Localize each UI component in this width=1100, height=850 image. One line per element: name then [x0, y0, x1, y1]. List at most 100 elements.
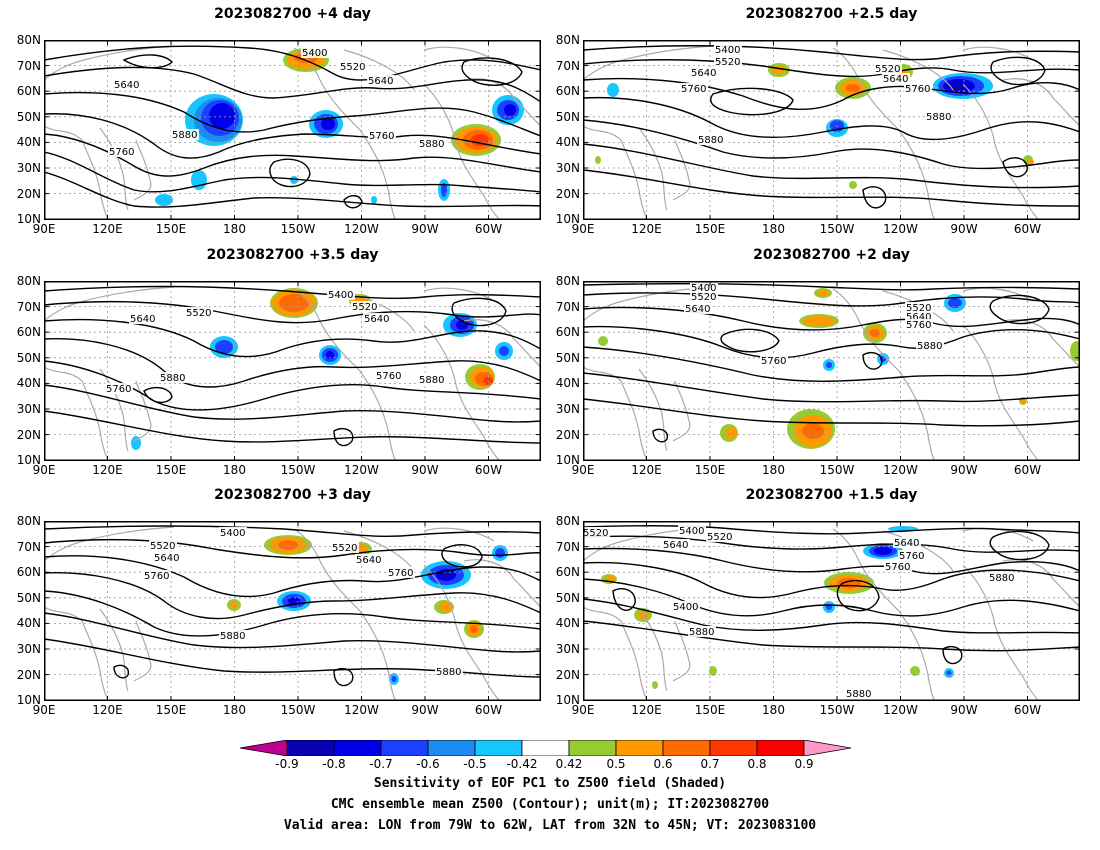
z500-contour [343, 195, 363, 209]
colorbar-swatch [568, 740, 617, 756]
sensitivity-shade [441, 572, 451, 578]
coastline [99, 368, 129, 452]
lat-tick-label: 30N [16, 402, 41, 416]
sensitivity-shade [321, 118, 335, 130]
z500-contour [333, 427, 354, 447]
lon-tick-label: 150W [819, 222, 855, 236]
lon-tick-label: 90W [950, 703, 978, 717]
sensitivity-shade [155, 194, 173, 206]
lon-tick-label: 120E [631, 222, 662, 236]
lon-tick-label: 90W [950, 463, 978, 477]
z500-contour [44, 91, 541, 137]
contour-label: 5880 [419, 375, 444, 386]
contour-label: 5520 [340, 62, 365, 73]
coastline [293, 528, 397, 701]
lon-tick-label: 180 [223, 222, 246, 236]
coastline [638, 127, 668, 211]
colorbar-swatch [474, 740, 523, 756]
panel-title: 2023082700 +1.5 day [745, 487, 918, 503]
sensitivity-shade [470, 625, 478, 633]
caption-line-3: Valid area: LON from 79W to 62W, LAT fro… [283, 818, 817, 833]
z500-contour [44, 151, 541, 193]
z500-contour [583, 547, 1080, 575]
coastline [583, 45, 714, 81]
sensitivity-shade [278, 540, 298, 550]
sensitivity-shade [209, 103, 235, 129]
z500-contour [44, 338, 541, 388]
lat-tick-label: 40N [555, 135, 580, 150]
coastline [99, 127, 129, 211]
coastline [423, 564, 501, 701]
contour-label: 5760 [144, 571, 169, 582]
sensitivity-shade [131, 436, 141, 450]
sensitivity-shade [606, 576, 616, 582]
z500-contour [583, 561, 1080, 599]
lat-tick-label: 20N [16, 186, 41, 201]
lat-tick-label: 10N [555, 212, 580, 227]
z500-contour [583, 292, 1080, 307]
sensitivity-shade [595, 156, 601, 164]
lon-tick-label: 90E [32, 463, 56, 477]
lon-tick-label: 90W [411, 222, 439, 236]
sensitivity-shade [846, 84, 860, 92]
sensitivity-shade [326, 351, 334, 359]
z500-contour [583, 45, 1080, 61]
coastline [44, 366, 109, 461]
map-frame [44, 40, 541, 220]
coastline [962, 324, 1040, 461]
lat-tick-label: 80N [16, 514, 41, 528]
lon-tick-label: 90W [411, 703, 439, 717]
z500-contour [44, 66, 541, 103]
z500-contour [44, 525, 541, 538]
lon-tick-label: 60W [1013, 463, 1042, 477]
sensitivity-shade [598, 336, 608, 346]
z500-contour [836, 579, 880, 612]
coastline [44, 45, 175, 81]
contour-label: 5640 [685, 304, 710, 315]
contour-label: 5640 [883, 74, 908, 85]
colorbar-label: 0.6 [653, 757, 673, 771]
lat-tick-label: 20N [555, 667, 580, 682]
coastline [1002, 78, 1080, 127]
map-frame [583, 521, 1080, 701]
sensitivity-shade [652, 681, 658, 689]
lat-tick-label: 20N [555, 427, 580, 442]
sensitivity-shade [1070, 341, 1080, 361]
contour-label: 5520 [707, 532, 732, 543]
z500-contour [44, 171, 541, 208]
contour-label: 5400 [328, 290, 353, 301]
colorbar-swatch [380, 740, 429, 756]
lon-tick-label: 120E [92, 463, 123, 477]
lon-tick-label: 90W [411, 463, 439, 477]
contour-label: 5400 [715, 45, 740, 56]
lon-tick-label: 180 [762, 222, 785, 236]
contour-label: 5760 [681, 84, 706, 95]
colorbar-swatch [662, 740, 711, 756]
lat-tick-label: 80N [555, 33, 580, 47]
coastline [832, 528, 936, 701]
panel-title: 2023082700 +2.5 day [745, 6, 918, 22]
lat-tick-label: 60N [555, 565, 580, 580]
z500-contour [44, 612, 541, 653]
contour-label: 5400 [302, 48, 327, 59]
sensitivity-shade [371, 196, 377, 204]
colorbar-label: 0.7 [700, 757, 720, 771]
lat-tick-label: 60N [16, 565, 41, 580]
contour-label: 5520 [691, 292, 716, 303]
colorbar-label: -0.8 [322, 757, 346, 771]
lon-tick-label: 120W [344, 463, 379, 477]
contour-label: 5400 [673, 602, 698, 613]
coastline [583, 606, 648, 701]
z500-contour [612, 587, 636, 611]
contour-label: 5640 [691, 68, 716, 79]
lat-tick-label: 30N [16, 642, 41, 656]
contour-label: 5520 [150, 541, 175, 552]
sensitivity-shade [725, 427, 737, 439]
contour-label: 5640 [368, 76, 393, 87]
sensitivity-shade [849, 181, 857, 189]
lat-tick-label: 60N [16, 325, 41, 340]
map-frame [583, 40, 1080, 220]
contour-label: 5640 [894, 538, 919, 549]
lat-tick-label: 10N [16, 693, 41, 708]
coastline [583, 286, 714, 322]
